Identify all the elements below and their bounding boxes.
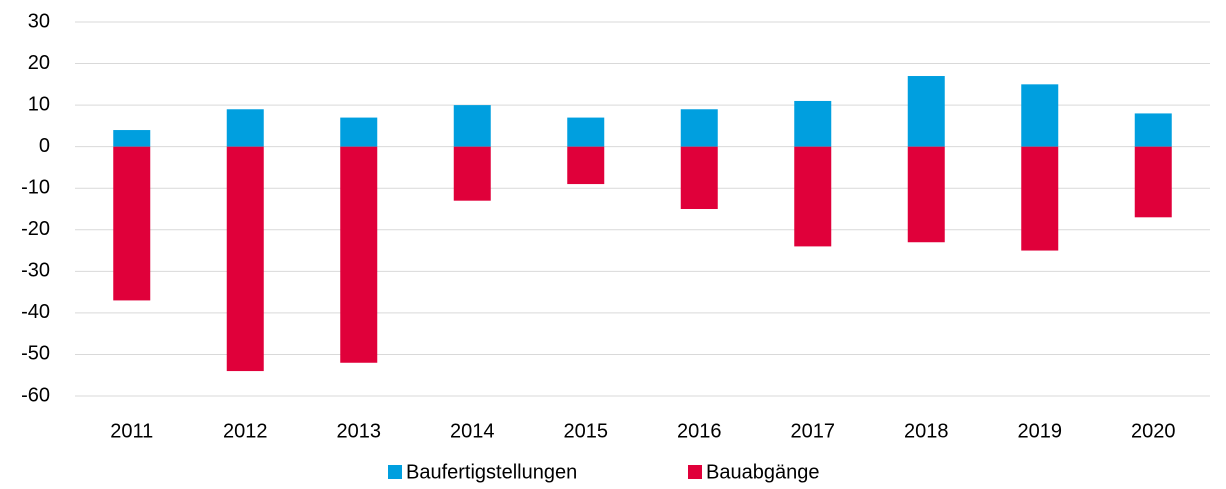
bar <box>226 146 264 372</box>
bar <box>340 117 378 147</box>
bar <box>1134 146 1172 218</box>
y-tick-label: -40 <box>21 301 50 323</box>
y-tick-label: 20 <box>28 52 50 74</box>
bar <box>453 105 491 147</box>
x-tick-label: 2012 <box>223 420 268 442</box>
bar <box>453 146 491 201</box>
x-tick-label: 2018 <box>904 420 949 442</box>
x-tick-label: 2015 <box>564 420 609 442</box>
y-tick-label: -60 <box>21 384 50 406</box>
legend-label: Baufertigstellungen <box>406 461 577 483</box>
legend-label: Bauabgänge <box>706 461 819 483</box>
bar <box>1134 113 1172 147</box>
bar <box>226 109 264 147</box>
bar <box>907 146 945 243</box>
y-tick-label: -30 <box>21 260 50 282</box>
bar <box>113 146 151 301</box>
bar <box>340 146 378 363</box>
bar <box>1021 84 1059 147</box>
bar <box>794 146 832 247</box>
x-tick-label: 2020 <box>1131 420 1176 442</box>
bar <box>1021 146 1059 251</box>
y-tick-label: 30 <box>28 10 50 32</box>
x-tick-label: 2019 <box>1018 420 1063 442</box>
bar <box>113 130 151 147</box>
x-tick-label: 2011 <box>110 420 153 442</box>
bar <box>907 76 945 147</box>
y-tick-label: 0 <box>39 135 50 157</box>
y-tick-label: -20 <box>21 218 50 240</box>
y-tick-label: -50 <box>21 343 50 365</box>
bar <box>567 146 605 185</box>
bar <box>680 146 718 209</box>
bar <box>567 117 605 147</box>
x-tick-label: 2016 <box>677 420 722 442</box>
x-tick-label: 2013 <box>337 420 382 442</box>
bar <box>794 100 832 147</box>
legend-swatch <box>388 465 402 479</box>
x-tick-label: 2014 <box>450 420 495 442</box>
legend-swatch <box>688 465 702 479</box>
y-tick-label: 10 <box>28 93 50 115</box>
x-tick-label: 2017 <box>791 420 836 442</box>
y-tick-label: -10 <box>21 177 50 199</box>
bar <box>680 109 718 147</box>
